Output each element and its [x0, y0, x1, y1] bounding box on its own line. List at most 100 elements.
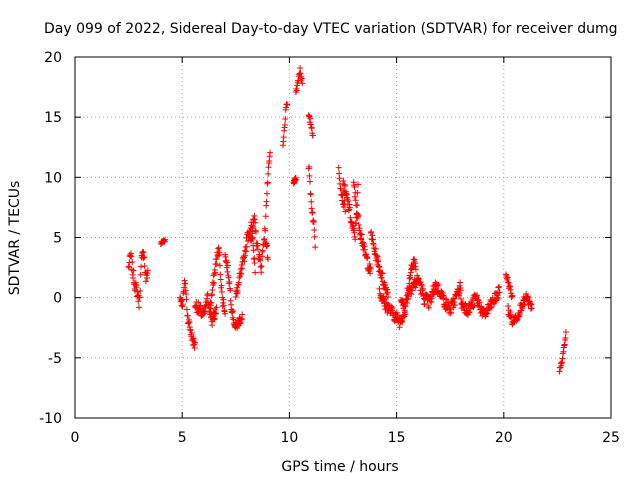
data-point [220, 296, 227, 303]
data-point [211, 280, 218, 287]
data-point [335, 164, 342, 171]
data-point [448, 309, 455, 316]
data-point [213, 261, 220, 268]
data-point [496, 283, 503, 290]
data-point [559, 355, 566, 362]
data-point [355, 212, 362, 219]
data-point [233, 290, 240, 297]
data-point [141, 254, 148, 261]
data-point [428, 295, 435, 302]
data-point [142, 278, 149, 285]
data-point [128, 253, 135, 260]
data-point [208, 299, 215, 306]
y-tick-label: 15 [44, 110, 62, 126]
data-point [293, 87, 300, 94]
data-point [367, 265, 374, 272]
data-point [385, 293, 392, 300]
data-point [257, 257, 264, 264]
data-point [242, 252, 249, 259]
data-point [186, 318, 193, 325]
data-point [137, 271, 144, 278]
data-point [507, 309, 514, 316]
data-point [465, 309, 472, 316]
data-point [311, 233, 318, 240]
data-point [361, 246, 368, 253]
data-point [251, 259, 258, 266]
data-point [425, 304, 432, 311]
y-tick-label: -5 [48, 351, 62, 367]
data-point [435, 282, 442, 289]
data-point [252, 219, 259, 226]
data-point [243, 243, 250, 250]
data-point [336, 175, 343, 182]
data-point [355, 181, 362, 188]
grid [75, 57, 611, 418]
data-point [484, 310, 491, 317]
data-point [409, 287, 416, 294]
data-point [312, 244, 319, 251]
data-point [241, 258, 248, 265]
data-point [130, 267, 137, 274]
data-point [562, 329, 569, 336]
y-tick-label: 10 [44, 170, 62, 186]
data-point [308, 198, 315, 205]
data-point [420, 285, 427, 292]
data-point [226, 278, 233, 285]
data-point [212, 269, 219, 276]
data-point [338, 191, 345, 198]
data-point [505, 279, 512, 286]
data-point [263, 190, 270, 197]
data-point [216, 262, 223, 269]
data-point [307, 115, 314, 122]
data-point [250, 247, 257, 254]
data-point [509, 292, 516, 299]
y-tick-label: 0 [53, 291, 62, 307]
data-point [216, 249, 223, 256]
data-point [495, 295, 502, 302]
data-point [306, 178, 313, 185]
data-point [456, 290, 463, 297]
data-point [297, 65, 304, 72]
data-point [299, 80, 306, 87]
data-point [129, 258, 136, 265]
data-point [262, 227, 269, 234]
data-point [224, 259, 231, 266]
x-tick-label: 0 [71, 430, 80, 446]
data-point [306, 163, 313, 170]
data-point [162, 236, 169, 243]
data-point [309, 209, 316, 216]
data-point [424, 292, 431, 299]
data-point [264, 242, 271, 249]
data-point [521, 301, 528, 308]
data-point [280, 134, 287, 141]
data-point [252, 269, 259, 276]
y-tick-label: -10 [39, 411, 62, 427]
data-point [352, 189, 359, 196]
data-point [239, 311, 246, 318]
data-point [310, 219, 317, 226]
data-point [141, 262, 148, 269]
data-point [267, 149, 274, 156]
data-point [224, 268, 231, 275]
data-point [307, 191, 314, 198]
data-point [373, 252, 380, 259]
data-point [367, 270, 374, 277]
data-point [135, 298, 142, 305]
data-point [306, 172, 313, 179]
data-point [215, 244, 222, 251]
data-point [488, 304, 495, 311]
data-point [505, 302, 512, 309]
y-tick-labels: -10 -5 0 5 10 15 20 [39, 50, 62, 427]
data-point [345, 197, 352, 204]
data-point [195, 299, 202, 306]
data-point [218, 288, 225, 295]
data-point [218, 282, 225, 289]
data-point [358, 231, 365, 238]
data-point [224, 262, 231, 269]
data-point [311, 226, 318, 233]
data-point [457, 287, 464, 294]
data-point [379, 270, 386, 277]
data-point [309, 132, 316, 139]
data-point [184, 312, 191, 319]
data-point [211, 316, 218, 323]
